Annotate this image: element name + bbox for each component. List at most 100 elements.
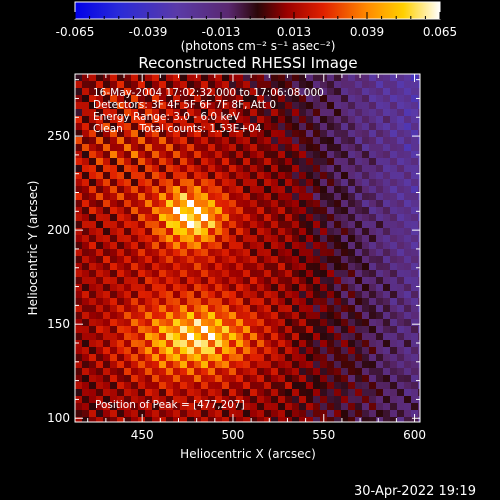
heatmap-cell <box>369 116 377 124</box>
heatmap-cell <box>418 88 420 96</box>
heatmap-cell <box>313 340 321 348</box>
heatmap-cell <box>208 74 216 82</box>
heatmap-cell <box>194 95 202 103</box>
colorbar-tick-label: -0.065 <box>56 25 95 39</box>
heatmap-cell <box>362 319 370 327</box>
heatmap-cell <box>103 186 111 194</box>
heatmap-cell <box>411 333 419 341</box>
heatmap-cell <box>208 109 216 117</box>
heatmap-cell <box>180 179 188 187</box>
heatmap-cell <box>96 228 104 236</box>
heatmap-cell <box>236 130 244 138</box>
heatmap-cell <box>75 277 83 285</box>
heatmap-cell <box>418 214 420 222</box>
heatmap-cell <box>159 312 167 320</box>
heatmap-cell <box>243 326 251 334</box>
heatmap-cell <box>201 151 209 159</box>
heatmap-cell <box>334 333 342 341</box>
heatmap-cell <box>355 284 363 292</box>
heatmap-cell <box>348 144 356 152</box>
heatmap-cell <box>418 242 420 250</box>
heatmap-cell <box>418 158 420 166</box>
heatmap-cell <box>110 382 118 390</box>
heatmap-cell <box>250 102 258 110</box>
heatmap-cell <box>250 235 258 243</box>
heatmap-cell <box>257 81 265 89</box>
heatmap-cell <box>341 312 349 320</box>
heatmap-cell <box>404 410 412 418</box>
heatmap-cell <box>278 284 286 292</box>
heatmap-cell <box>110 95 118 103</box>
heatmap-cell <box>320 305 328 313</box>
heatmap-cell <box>166 207 174 215</box>
heatmap-cell <box>145 256 153 264</box>
heatmap-cell <box>117 207 125 215</box>
heatmap-cell <box>124 158 132 166</box>
heatmap-cell <box>278 130 286 138</box>
heatmap-cell <box>208 354 216 362</box>
heatmap-cell <box>362 186 370 194</box>
heatmap-cell <box>138 326 146 334</box>
heatmap-cell <box>117 151 125 159</box>
heatmap-cell <box>145 95 153 103</box>
heatmap-cell <box>222 291 230 299</box>
heatmap-cell <box>117 186 125 194</box>
heatmap-cell <box>82 382 90 390</box>
heatmap-cell <box>355 88 363 96</box>
heatmap-cell <box>152 375 160 383</box>
heatmap-cell <box>145 340 153 348</box>
heatmap-cell <box>117 193 125 201</box>
heatmap-cell <box>313 172 321 180</box>
heatmap-cell <box>124 361 132 369</box>
heatmap-cell <box>327 361 335 369</box>
heatmap-cell <box>236 109 244 117</box>
heatmap-cell <box>110 417 118 422</box>
heatmap-cell <box>397 109 405 117</box>
heatmap-cell <box>82 165 90 173</box>
heatmap-cell <box>327 326 335 334</box>
heatmap-cell <box>138 179 146 187</box>
heatmap-cell <box>320 368 328 376</box>
heatmap-cell <box>271 361 279 369</box>
heatmap-cell <box>299 81 307 89</box>
heatmap-cell <box>390 242 398 250</box>
heatmap-cell <box>404 333 412 341</box>
heatmap-cell <box>82 291 90 299</box>
heatmap-cell <box>264 305 272 313</box>
heatmap-cell <box>75 221 83 229</box>
heatmap-cell <box>110 214 118 222</box>
heatmap-cell <box>117 109 125 117</box>
heatmap-cell <box>201 305 209 313</box>
heatmap-cell <box>103 172 111 180</box>
heatmap-cell <box>341 249 349 257</box>
heatmap-cell <box>89 158 97 166</box>
heatmap-cell <box>89 221 97 229</box>
heatmap-cell <box>383 298 391 306</box>
heatmap-cell <box>369 158 377 166</box>
heatmap-cell <box>271 396 279 404</box>
heatmap-cell <box>82 403 90 411</box>
heatmap-cell <box>208 130 216 138</box>
heatmap-cell <box>369 298 377 306</box>
heatmap-cell <box>264 172 272 180</box>
heatmap-cell <box>187 368 195 376</box>
heatmap-cell <box>236 326 244 334</box>
heatmap-cell <box>124 130 132 138</box>
heatmap-cell <box>180 221 188 229</box>
heatmap-cell <box>320 95 328 103</box>
heatmap-cell <box>299 235 307 243</box>
heatmap-cell <box>292 200 300 208</box>
heatmap-cell <box>145 242 153 250</box>
heatmap-cell <box>124 151 132 159</box>
heatmap-cell <box>243 256 251 264</box>
heatmap-cell <box>96 144 104 152</box>
heatmap-cell <box>215 193 223 201</box>
heatmap-cell <box>194 403 202 411</box>
heatmap-cell <box>236 333 244 341</box>
colorbar-tick-label: 0.013 <box>277 25 311 39</box>
heatmap-cell <box>145 235 153 243</box>
heatmap-cell <box>159 109 167 117</box>
heatmap-cell <box>173 375 181 383</box>
heatmap-cell <box>250 410 258 418</box>
heatmap-cell <box>180 186 188 194</box>
